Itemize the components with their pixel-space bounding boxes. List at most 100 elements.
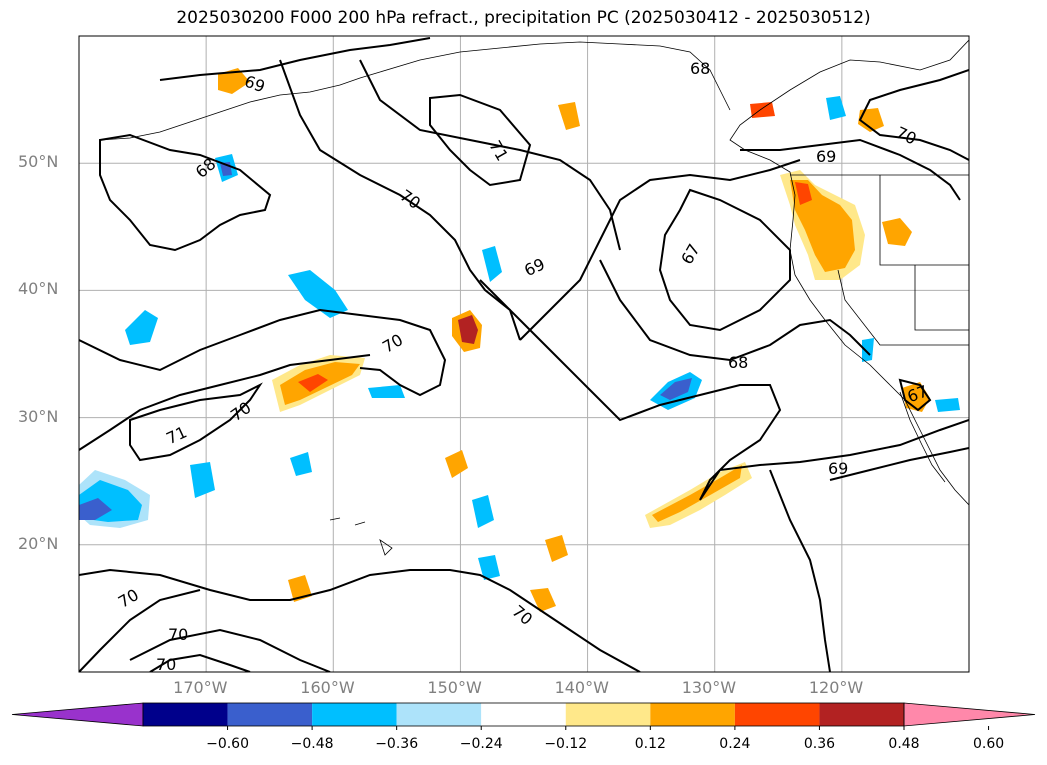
precip-blob-160w-blue	[288, 270, 348, 318]
lon-tick-label: 170°W	[173, 678, 228, 697]
precip-blob-oregon-blue	[862, 338, 874, 362]
colorbar-segment	[734, 703, 820, 726]
contour-68-aleutian	[99, 133, 272, 252]
contour-70-bc	[858, 69, 969, 161]
coastlines	[99, 39, 969, 556]
precip-blob-gulf-alaska	[558, 102, 580, 130]
precip-blob-aleutian	[218, 68, 250, 94]
precip-blob-148w-blue	[482, 246, 502, 282]
contour-label: 69	[828, 459, 848, 478]
precip-blob-150w-core	[458, 315, 478, 344]
colorbar-segment	[227, 703, 313, 726]
contour-67-center	[658, 188, 791, 332]
map-frame	[78, 35, 970, 673]
precip-blob-bc-blue	[826, 96, 846, 120]
precip-blob-pnw-max	[795, 182, 812, 205]
lon-tick-label: 130°W	[681, 678, 737, 697]
colorbar-segment	[650, 703, 735, 726]
precip-blob-mexico-blue	[935, 398, 960, 412]
precip-blob-155w	[445, 450, 468, 478]
chart-title: 2025030200 F000 200 hPa refract., precip…	[176, 8, 871, 28]
contour-69-north	[159, 37, 431, 81]
map-area: 69 68 71 70 69 70 67 68 71 70 69 70 70 7…	[78, 35, 970, 674]
colorbar-tick-label: 0.36	[803, 736, 836, 752]
coast-north-america	[729, 39, 969, 506]
precip-blob-170w-blue	[190, 462, 215, 498]
precip-blob-163w-blue	[290, 452, 312, 476]
contour-70-bottom	[129, 628, 331, 672]
coast-alaska-south	[379, 41, 731, 111]
refractivity-contours	[79, 37, 969, 672]
contour-71-south	[129, 382, 263, 462]
lat-tick-label: 40°N	[18, 279, 59, 299]
contour-70-mid	[79, 308, 447, 397]
colorbar-tick-label: −0.12	[544, 736, 588, 752]
contour-70-bottom2	[149, 653, 251, 672]
contour-label: 68	[728, 353, 748, 372]
coast-baja	[899, 391, 946, 483]
colorbar-segment	[481, 703, 566, 726]
lat-tick-label: 30°N	[18, 406, 59, 426]
contour-70-south	[79, 568, 641, 672]
coast-aleutians	[99, 71, 381, 141]
contour-71-gulf	[429, 93, 532, 187]
contour-70-main	[279, 59, 521, 341]
colorbar-tick-label: 0.60	[972, 736, 1005, 752]
precip-blob-pacific-northwest-core	[790, 180, 855, 272]
colorbar-tick-label: −0.24	[459, 736, 503, 752]
contour-70-sw	[79, 354, 371, 451]
precip-blob-148w-blue3	[478, 555, 500, 580]
precip-blob-subtropical-core	[652, 465, 742, 522]
precip-blob-175w-blue	[125, 310, 158, 345]
lon-tick-label: 150°W	[427, 678, 482, 697]
precip-blob-north-pacific-red	[298, 374, 328, 392]
contour-label: 70	[168, 625, 188, 644]
contour-label: 68	[690, 59, 710, 78]
colorbar-segment	[143, 703, 228, 726]
contour-69-bc	[740, 138, 961, 201]
colorbar-segment	[565, 703, 651, 726]
lat-tick-label: 20°N	[18, 533, 59, 553]
colorbar-tick-label: −0.36	[375, 736, 419, 752]
lon-tick-label: 160°W	[300, 678, 355, 697]
precip-blob-bc2	[750, 102, 775, 118]
contour-69-east	[519, 159, 801, 341]
contour-label: 70	[156, 655, 176, 674]
contour-68-center	[599, 259, 871, 362]
lon-tick-label: 120°W	[808, 678, 864, 697]
contour-70-sw2	[79, 589, 201, 672]
colorbar-extend-low	[11, 702, 144, 727]
colorbar-tick-label: −0.48	[290, 736, 334, 752]
contour-69-gulf	[359, 59, 621, 251]
contour-label: 69	[816, 147, 836, 166]
colorbar	[11, 702, 1036, 730]
precip-blob-idaho	[882, 218, 912, 246]
map-background	[79, 36, 969, 672]
colorbar-tick-label: 0.48	[888, 736, 920, 752]
lat-tick-label: 50°N	[18, 152, 59, 172]
colorbar-tick-label: 0.24	[719, 736, 751, 752]
colorbar-segment	[312, 703, 397, 726]
colorbar-tick-label: −0.60	[206, 736, 249, 752]
contour-69-se	[479, 279, 969, 501]
precip-blob-bc	[858, 108, 884, 132]
colorbar-extend-high	[903, 702, 1036, 727]
precip-shading	[79, 68, 960, 612]
precip-blob-130w-blue-core	[660, 378, 692, 400]
precip-blob-150w-blue2	[472, 495, 494, 528]
colorbar-tick-label: 0.12	[634, 736, 666, 752]
precip-blob-152w-blue	[368, 385, 405, 398]
border-states-1	[879, 175, 969, 266]
lon-tick-label: 140°W	[554, 678, 609, 697]
colorbar-segment	[396, 703, 482, 726]
colorbar-frame	[142, 702, 905, 727]
border-states-3	[914, 265, 969, 331]
contour-70-east-south	[769, 469, 831, 672]
contour-69-right	[829, 447, 969, 481]
islands-hawaii	[329, 517, 393, 556]
precip-blob-143w	[545, 535, 568, 562]
border-states-2	[837, 269, 969, 346]
contour-67-socal	[898, 378, 932, 412]
colorbar-segment	[819, 703, 904, 726]
